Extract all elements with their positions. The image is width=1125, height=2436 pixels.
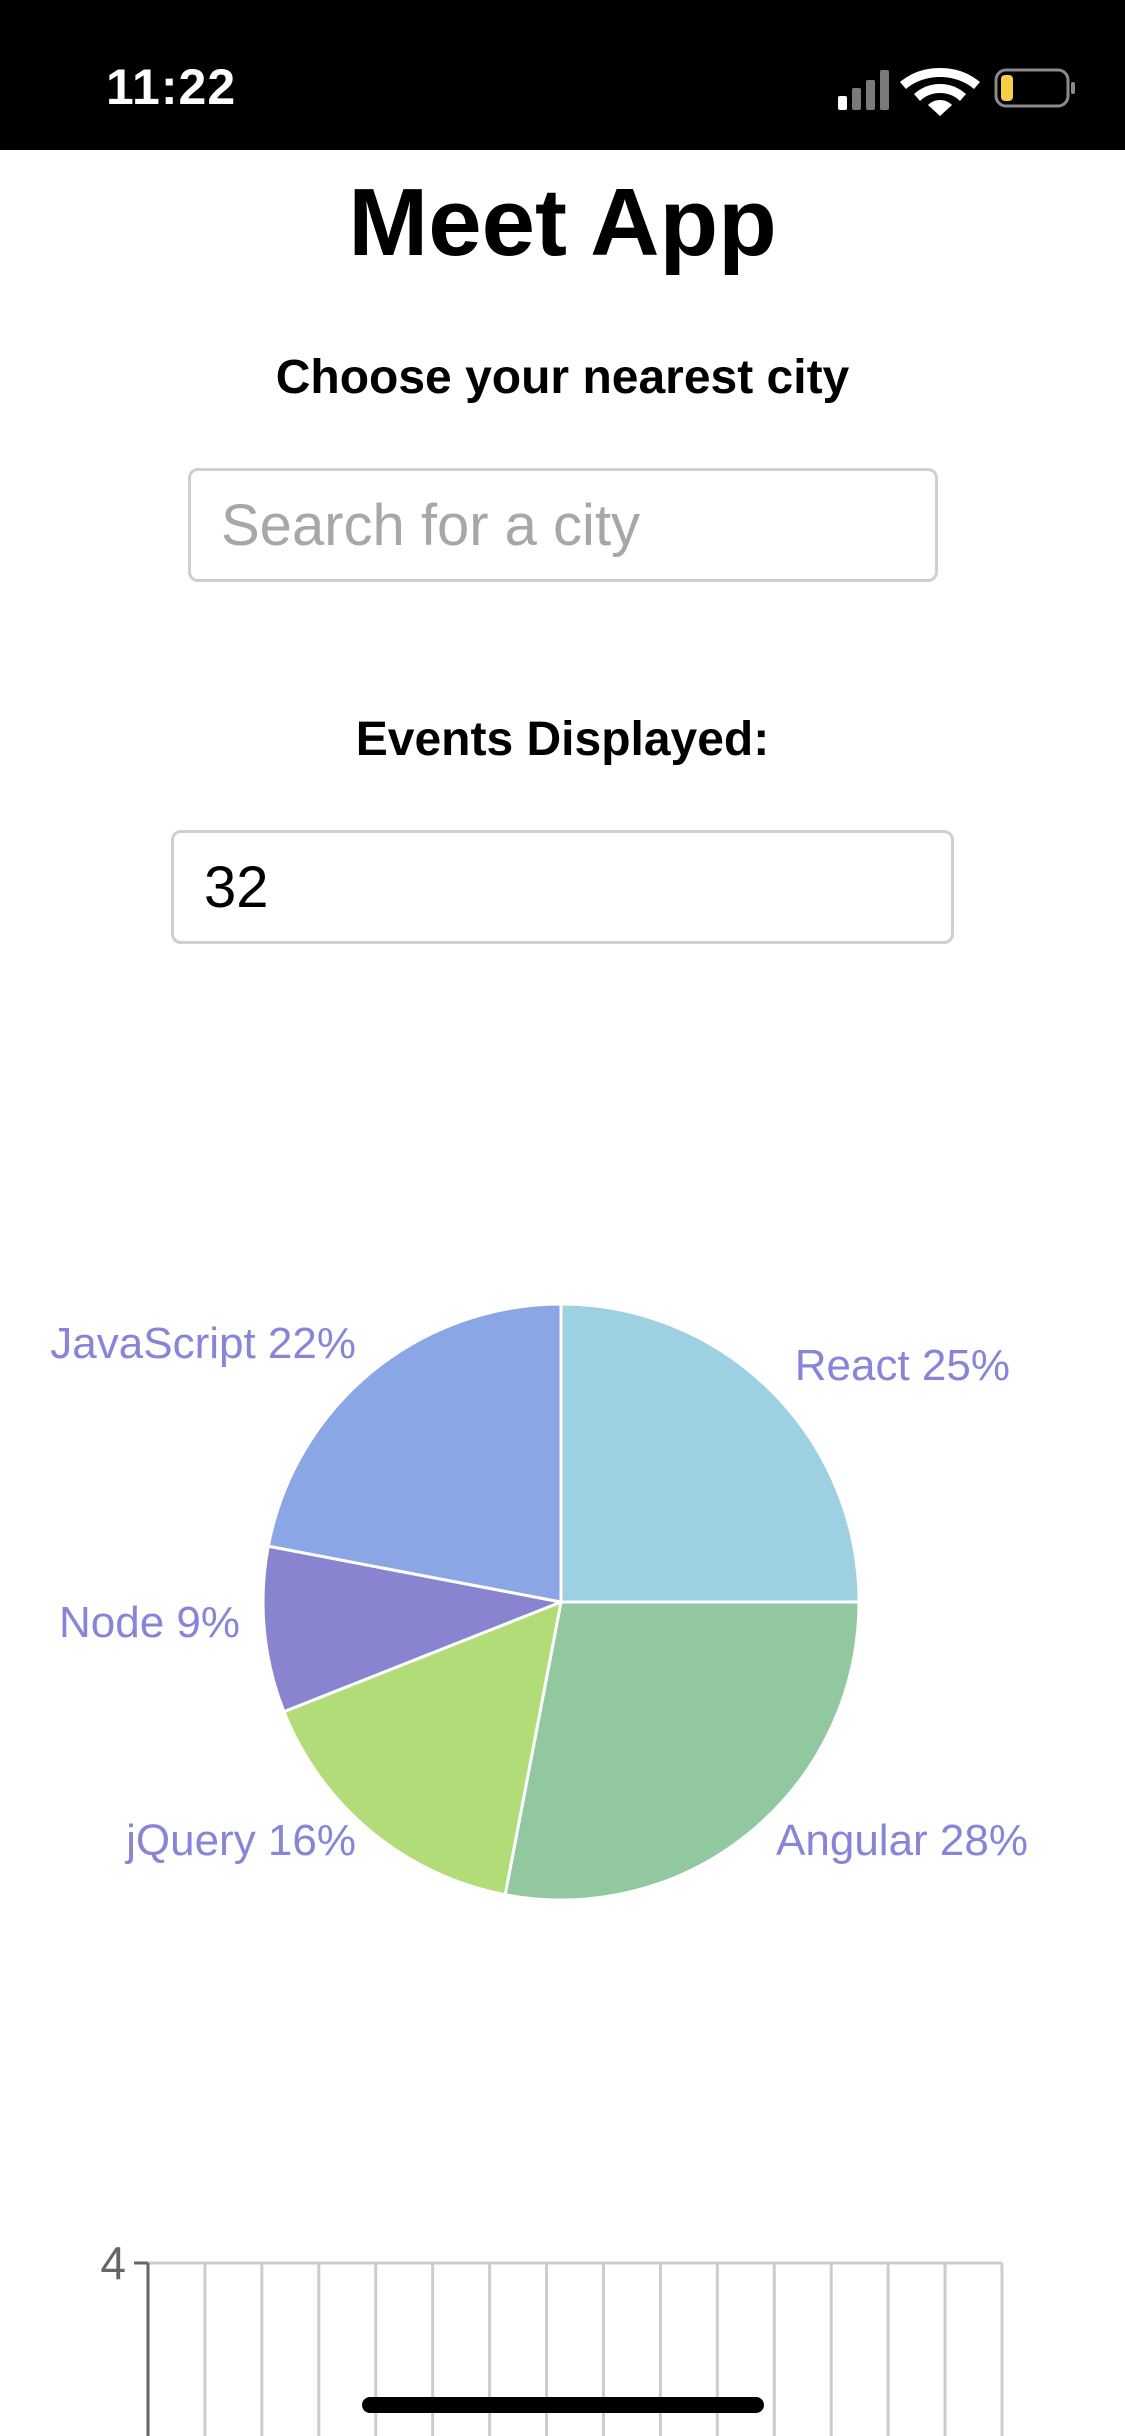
pie-label-javascript: JavaScript 22% — [50, 1319, 356, 1368]
app-title: Meet App — [348, 169, 777, 276]
events-displayed-label: Events Displayed: — [355, 713, 770, 766]
pie-slice-jquery — [281, 1599, 563, 1897]
genre-pie-chart: React 25% Angular 28% jQuery 16% Node 9% Jav… — [50, 1302, 1028, 1902]
status-icons — [838, 68, 1075, 116]
pie-slice-javascript — [266, 1302, 563, 1604]
charts-area: React 25% Angular 28% jQuery 16% Node 9% Jav… — [50, 1302, 1028, 2436]
wifi-icon — [900, 68, 980, 116]
pie-label-jquery: jQuery 16% — [124, 1816, 356, 1865]
pie-label-react: React 25% — [795, 1341, 1010, 1390]
status-time: 11:22 — [106, 59, 237, 115]
battery-low-icon — [994, 68, 1075, 108]
pie-slice-angular — [503, 1600, 861, 1902]
status-bar: 11:22 — [0, 0, 1125, 150]
pie-label-node: Node 9% — [59, 1598, 240, 1647]
pie-slice-node — [261, 1544, 567, 1714]
events-count-input[interactable] — [171, 830, 954, 944]
home-indicator[interactable] — [362, 2397, 764, 2413]
city-search-label: Choose your nearest city — [275, 351, 850, 404]
events-scatter-chart: 4 — [100, 2237, 1004, 2436]
cellular-signal-icon — [838, 70, 889, 110]
city-search-input[interactable] — [188, 468, 938, 582]
pie-slice-react — [559, 1302, 861, 1604]
y-tick-label: 4 — [100, 2237, 126, 2289]
pie-label-angular: Angular 28% — [776, 1816, 1028, 1865]
